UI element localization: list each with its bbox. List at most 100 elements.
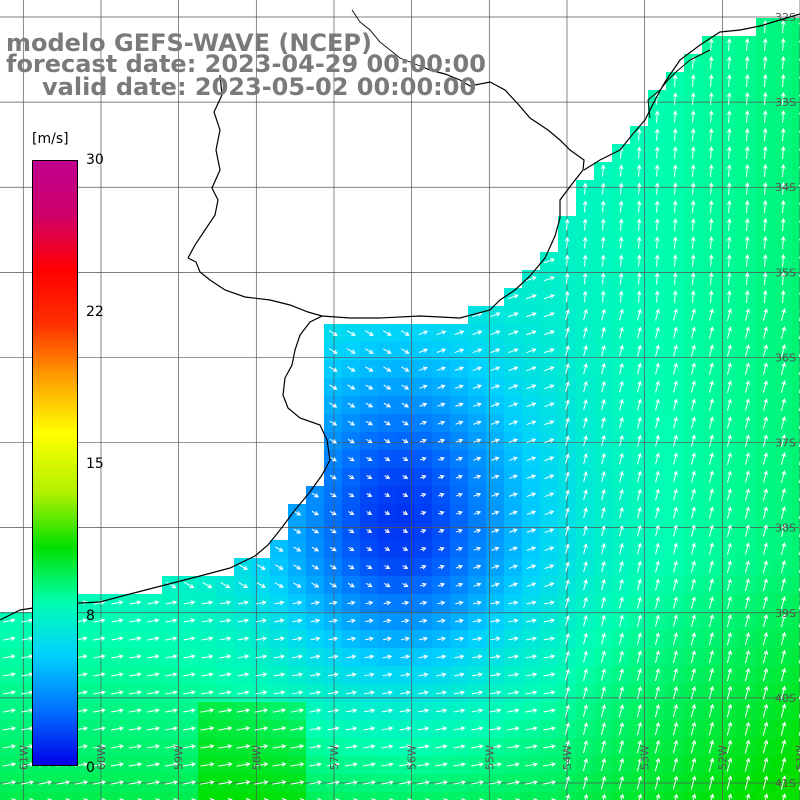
wind-arrow (311, 546, 320, 552)
wind-arrow (526, 546, 537, 551)
wind-arrow (544, 474, 555, 480)
wind-arrow (565, 489, 570, 500)
wind-arrow (600, 164, 606, 177)
wind-speed-cell (378, 792, 397, 800)
wind-speed-cell (216, 792, 235, 800)
wind-arrow (690, 614, 696, 627)
wind-arrow (382, 672, 393, 678)
wind-arrow (401, 366, 410, 372)
wind-arrow (273, 690, 286, 695)
wind-arrow (582, 757, 589, 772)
wind-arrow (708, 596, 714, 609)
wind-arrow (583, 471, 588, 483)
coastline-uruguay (321, 65, 585, 319)
wind-arrow (672, 74, 678, 87)
wind-arrow (672, 128, 678, 141)
wind-arrow (690, 290, 696, 303)
wind-arrow (583, 614, 588, 627)
wind-speed-cell (792, 432, 800, 451)
wind-arrow (508, 582, 519, 587)
wind-arrow (672, 668, 679, 682)
wind-arrow (236, 780, 251, 785)
wind-arrow (618, 164, 624, 177)
wind-arrow (690, 685, 697, 700)
wind-speed-cell (792, 180, 800, 199)
wind-arrow (726, 721, 733, 736)
wind-arrow (780, 326, 786, 339)
wind-arrow (182, 780, 197, 785)
wind-arrow (564, 254, 570, 267)
wind-arrow (637, 614, 642, 627)
wind-arrow (655, 308, 660, 321)
wind-arrow (146, 726, 160, 731)
wind-arrow (708, 110, 714, 123)
wind-speed-cell (792, 72, 800, 91)
wind-arrow (183, 618, 196, 623)
wind-arrow (292, 636, 303, 642)
latitude-label: 32S (775, 11, 796, 24)
wind-arrow (417, 708, 430, 713)
wind-arrow (654, 757, 661, 772)
wind-arrow (601, 596, 606, 609)
wind-arrow (726, 74, 732, 87)
wind-arrow (218, 744, 233, 749)
wind-arrow (364, 636, 375, 642)
wind-arrow (201, 600, 214, 605)
wind-arrow (654, 146, 660, 159)
wind-arrow (348, 474, 355, 480)
wind-arrow (473, 546, 482, 552)
wind-arrow (744, 703, 751, 718)
wind-arrow (600, 775, 607, 790)
wind-arrow (636, 218, 642, 231)
wind-arrow (507, 744, 520, 749)
wind-arrow (726, 146, 732, 159)
wind-arrow (400, 636, 410, 642)
wind-arrow (329, 528, 337, 534)
wind-arrow (619, 344, 624, 357)
wind-arrow (744, 416, 750, 429)
wind-arrow (346, 672, 357, 678)
wind-arrow (236, 726, 251, 731)
wind-arrow (92, 762, 107, 767)
wind-arrow (600, 200, 606, 213)
wind-arrow (762, 362, 768, 375)
wind-arrow (690, 272, 696, 285)
wind-arrow (20, 780, 35, 785)
wind-arrow (525, 294, 537, 300)
wind-speed-cell (792, 486, 800, 505)
wind-arrow (780, 109, 786, 124)
wind-arrow (366, 456, 373, 462)
wind-arrow (326, 780, 341, 785)
wind-arrow (636, 668, 642, 681)
wind-arrow (762, 271, 768, 286)
wind-arrow (2, 726, 17, 731)
wind-arrow (762, 344, 768, 357)
wind-arrow (219, 636, 232, 641)
wind-arrow (673, 434, 678, 447)
wind-arrow (709, 488, 714, 501)
wind-arrow (525, 654, 538, 659)
wind-arrow (453, 744, 466, 749)
wind-arrow (183, 690, 196, 695)
wind-arrow (691, 344, 696, 357)
wind-arrow (709, 506, 714, 519)
wind-arrow (726, 703, 733, 718)
wind-arrow (673, 362, 678, 375)
wind-speed-cell (792, 540, 800, 559)
wind-arrow (690, 110, 696, 123)
coastline-argentina-uruguay (0, 257, 331, 621)
wind-arrow (565, 507, 570, 518)
wind-speed-cell (108, 792, 127, 800)
wind-arrow (601, 793, 607, 800)
wind-arrow (619, 470, 624, 483)
wind-arrow (419, 618, 428, 624)
wind-arrow (310, 600, 321, 606)
wind-speed-cell (792, 396, 800, 415)
colorbar-tick-15: 15 (86, 456, 104, 472)
wind-arrow (708, 632, 715, 646)
wind-arrow (201, 672, 214, 677)
wind-arrow (762, 380, 768, 393)
wind-arrow (473, 438, 482, 444)
wind-arrow (437, 582, 446, 588)
wind-arrow (491, 528, 500, 534)
